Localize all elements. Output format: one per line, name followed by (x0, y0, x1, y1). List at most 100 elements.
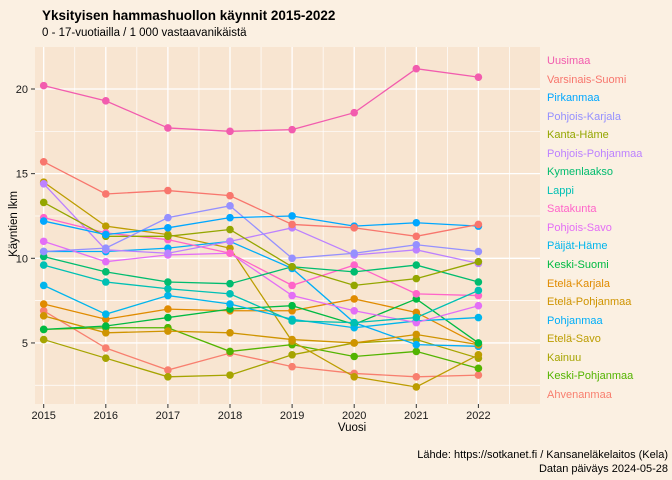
data-point (474, 313, 483, 322)
data-point (164, 278, 172, 286)
y-tick-label: 10 (16, 253, 28, 265)
data-point (102, 222, 110, 230)
data-point (474, 247, 483, 256)
y-tick-label: 5 (22, 338, 28, 350)
series-line (43, 315, 479, 346)
data-point (102, 230, 110, 239)
series-line (43, 264, 479, 324)
legend-item: Päijät-Häme (547, 240, 608, 253)
data-point (412, 261, 421, 269)
data-point (39, 157, 48, 166)
legend: Uusimaa Varsinais-Suomi Pirkanmaa Pohjois-K… (547, 52, 672, 404)
data-point (350, 295, 359, 303)
data-point (350, 352, 359, 361)
data-point (226, 202, 234, 210)
data-point (164, 124, 172, 132)
data-point (102, 344, 110, 352)
legend-item: Ahvenanmaa (547, 388, 612, 401)
data-point (350, 373, 359, 381)
x-tick-label: 2021 (404, 410, 428, 422)
y-tick-label: 20 (16, 84, 28, 96)
data-point (39, 81, 48, 90)
data-point (102, 328, 110, 337)
series-line (43, 310, 479, 378)
legend-item: Keski-Suomi (547, 259, 609, 272)
x-axis-label: Vuosi (337, 422, 367, 434)
legend-item: Kymenlaakso (547, 166, 614, 179)
series-line (43, 201, 479, 287)
series-line (43, 255, 479, 285)
data-point (412, 347, 421, 356)
data-point (226, 237, 234, 246)
data-point (226, 290, 234, 298)
series-line (43, 215, 479, 236)
series-line (43, 205, 479, 259)
data-point (226, 191, 234, 200)
footer-date: Datan päiväys 2024-05-28 (538, 463, 668, 475)
legend-item: Pohjois-Pohjanmaa (547, 147, 643, 160)
data-point (39, 281, 48, 290)
y-axis-label: Käyntien lkm (8, 191, 20, 257)
data-point (288, 220, 296, 229)
data-point (164, 373, 172, 381)
data-point (350, 249, 359, 258)
data-point (350, 281, 359, 290)
data-point (474, 351, 483, 359)
legend-item: Varsinais-Suomi (547, 73, 627, 86)
data-point (39, 237, 48, 246)
series-line (43, 327, 479, 369)
data-point (164, 213, 172, 222)
data-point (412, 240, 421, 249)
data-point (474, 257, 483, 266)
data-point (226, 300, 234, 308)
data-point (288, 291, 296, 300)
data-point (102, 257, 110, 266)
legend-item: Etelä-Karjala (547, 277, 610, 290)
legend-item: Lappi (547, 184, 574, 197)
series-line (43, 284, 479, 329)
legend-item: Pohjois-Karjala (547, 110, 621, 123)
data-point (102, 97, 110, 105)
data-point (39, 180, 48, 188)
data-point (226, 328, 234, 337)
legend-item: Kainuu (547, 351, 582, 364)
data-point (288, 125, 296, 134)
data-point (288, 351, 296, 359)
data-point (102, 354, 110, 362)
data-point (474, 371, 483, 379)
data-point (288, 281, 296, 290)
data-point (350, 261, 359, 269)
data-point (226, 279, 234, 288)
legend-item: Kanta-Häme (547, 129, 609, 142)
data-point (412, 64, 421, 73)
data-point (288, 301, 296, 310)
legend-item: Satakunta (547, 203, 597, 216)
data-point (39, 300, 48, 308)
data-point (474, 301, 483, 310)
data-point (474, 364, 483, 373)
data-point (226, 249, 234, 258)
data-point (39, 335, 48, 344)
data-point (412, 330, 421, 339)
data-point (288, 362, 296, 371)
data-point (474, 278, 483, 286)
series-line (43, 298, 479, 346)
data-point (164, 186, 172, 195)
footer-source: Lähde: https://sotkanet.fi / Kansaneläke… (417, 449, 668, 461)
data-point (412, 383, 421, 391)
data-point (350, 108, 359, 117)
data-point (226, 347, 234, 356)
data-point (412, 373, 421, 381)
legend-item: Keski-Pohjanmaa (547, 370, 634, 383)
data-point (39, 198, 48, 207)
series-line (43, 161, 479, 237)
data-point (412, 290, 421, 298)
legend-item: Pirkanmaa (547, 92, 600, 105)
series-line (43, 338, 479, 378)
series-line (43, 240, 479, 324)
data-point (412, 313, 421, 322)
x-tick-label: 2015 (31, 410, 55, 422)
series-line (43, 68, 479, 132)
data-point (412, 232, 421, 241)
